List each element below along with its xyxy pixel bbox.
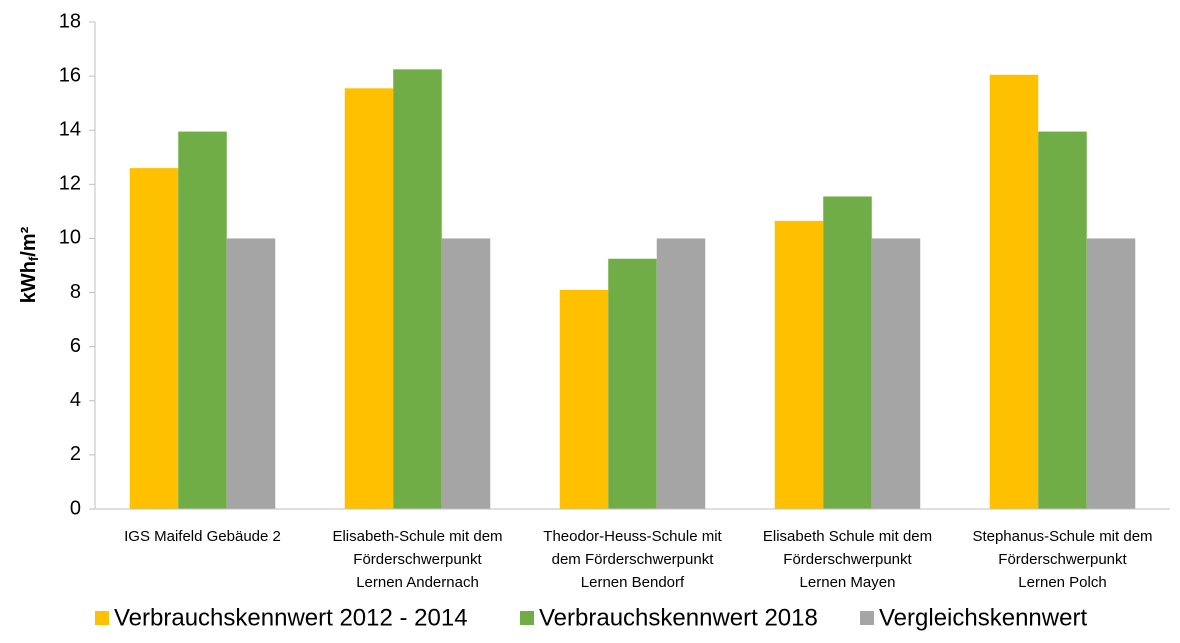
bar — [656, 238, 706, 509]
bar — [178, 131, 227, 509]
legend-label: Verbrauchskennwert 2012 - 2014 — [114, 604, 468, 631]
y-tick-label: 14 — [59, 119, 81, 141]
x-tick-label: Theodor-Heuss-Schule mit dem Förderschwer… — [543, 528, 722, 591]
bar — [823, 196, 872, 509]
legend-swatch — [860, 611, 874, 625]
y-label-main: kWh — [18, 261, 40, 303]
y-tick-label: 10 — [59, 227, 81, 249]
x-tick-label: IGS Maifeld Gebäude 2 — [124, 528, 281, 545]
bar — [393, 69, 442, 509]
y-tick-label: 2 — [70, 443, 81, 465]
bar — [129, 168, 179, 509]
legend-swatch — [520, 611, 534, 625]
bar — [226, 238, 276, 509]
bar — [774, 220, 824, 509]
bar — [1038, 131, 1087, 509]
y-tick-label: 4 — [70, 389, 81, 411]
bar — [1086, 238, 1136, 509]
x-tick-label: Elisabeth-Schule mit dem Förderschwerpunk… — [332, 528, 502, 591]
y-tick-label: 18 — [59, 10, 81, 32]
y-label-rest: /m² — [18, 226, 40, 256]
y-tick-label: 6 — [70, 335, 81, 357]
x-tick-label: Elisabeth Schule mit dem Förderschwerpunk… — [763, 528, 932, 591]
bar — [608, 258, 657, 509]
y-tick-label: 8 — [70, 281, 81, 303]
legend-label: Vergleichskennwert — [879, 604, 1087, 631]
y-axis-label: kWhf/m² — [18, 226, 41, 303]
y-tick-label: 16 — [59, 64, 81, 86]
y-label-sub: f — [26, 256, 41, 261]
legend-label: Verbrauchskennwert 2018 — [539, 604, 818, 631]
y-tick-label: 12 — [59, 173, 81, 195]
bar — [989, 74, 1039, 509]
bar — [441, 238, 491, 509]
y-tick-label: 0 — [70, 497, 81, 519]
bar — [871, 238, 921, 509]
legend-swatch — [95, 611, 109, 625]
bar — [344, 88, 394, 510]
x-tick-label: Stephanus-Schule mit dem Förderschwerpunk… — [972, 528, 1152, 591]
bar — [559, 289, 609, 509]
